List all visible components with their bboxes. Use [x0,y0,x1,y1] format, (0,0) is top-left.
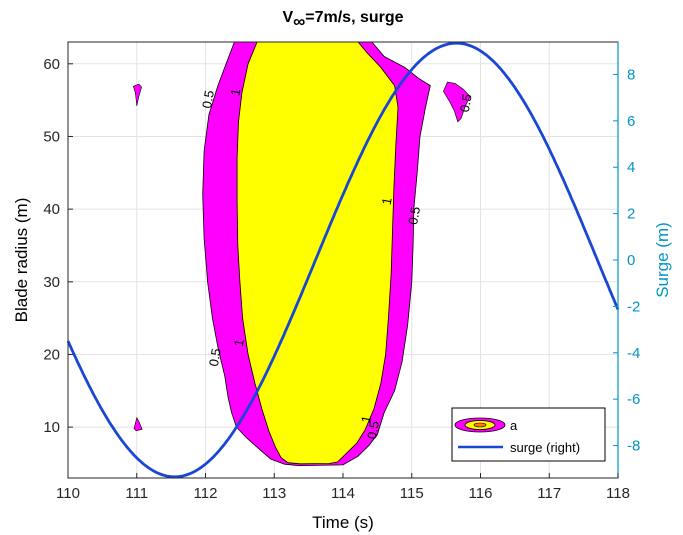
y-axis-left-label: Blade radius (m) [12,198,31,323]
legend-box [451,407,606,462]
contour-label-5: 0.5 [206,347,224,367]
x-tick-label-7: 117 [537,485,561,502]
contour-label-1: 1 [227,87,243,97]
x-tick-label-1: 111 [125,485,148,502]
legend: a surge (right) [451,407,606,462]
contour-label-8: 0.5 [364,420,382,440]
contour-label-2: 1 [379,196,395,206]
x-tick-label-4: 114 [331,485,355,502]
y-right-tick-label-6: 4 [627,159,635,176]
x-tick-label-3: 113 [262,485,286,502]
surge-line [66,41,620,479]
x-tick-label-6: 116 [469,485,493,502]
y-right-tick-label-8: 8 [627,66,635,83]
y-left-tick-label-0: 10 [43,419,60,436]
axes: 110 111 112 113 114 115 116 117 118102030405060-… [43,41,640,502]
contour-patch-1 [133,416,143,432]
contour-label-3: 0.5 [405,205,423,225]
y-right-tick-label-0: -8 [627,438,640,455]
x-axis-label: Time (s) [312,513,374,532]
contour-label-0: 0.5 [199,89,217,109]
chart-title: V∞=7m/s, surge [282,9,403,31]
title-rest: =7m/s, surge [305,9,403,26]
x-tick-label-2: 112 [194,485,218,502]
contour-label-4: 0.5 [457,93,475,113]
title-main: V [282,9,293,26]
y-left-tick-label-1: 20 [43,346,60,363]
surge-series-layer [66,41,620,479]
y-right-tick-label-1: -6 [627,391,640,408]
contour-label-7: 1 [358,414,374,424]
y-right-tick-label-3: -2 [627,298,640,315]
y-left-tick-label-2: 30 [43,274,60,291]
y-right-tick-label-2: -4 [627,345,640,362]
y-right-tick-label-5: 2 [627,206,635,223]
x-tick-label-8: 118 [606,485,630,502]
title-subscript: ∞ [293,12,305,31]
y-right-tick-label-7: 6 [627,113,635,130]
y-left-tick-label-4: 50 [43,128,60,145]
legend-label-surge: surge (right) [510,440,580,455]
y-axis-right-label: Surge (m) [653,222,672,298]
contour-patch-2 [443,81,471,123]
legend-label-a: a [510,418,518,433]
y-left-tick-label-3: 40 [43,201,60,218]
x-tick-label-0: 110 [56,485,80,502]
legend-contour-icon [454,417,506,433]
y-left-tick-label-5: 60 [43,56,60,73]
contour-patch-0 [132,83,142,106]
contour-label-6: 1 [231,338,247,348]
x-tick-label-5: 115 [400,485,424,502]
y-right-tick-label-4: 0 [627,252,635,269]
